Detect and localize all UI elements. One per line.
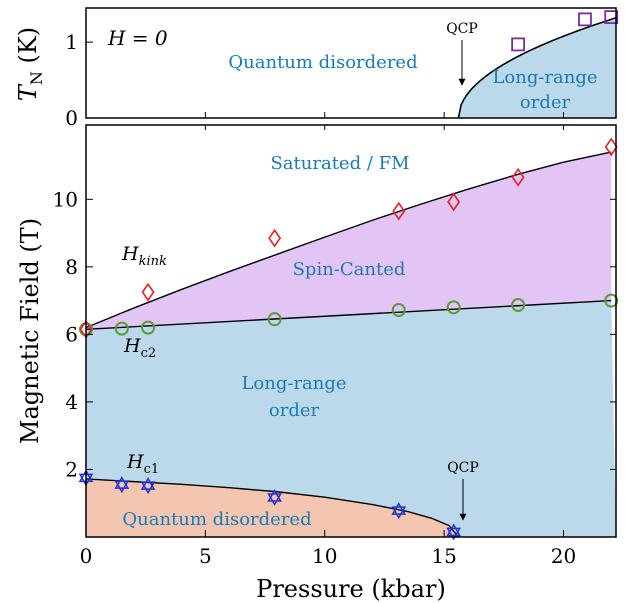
bottom-axes-frame <box>85 124 617 538</box>
hkink-curve <box>86 151 612 329</box>
hc2-point-4 <box>391 303 406 318</box>
hkink-point-3 <box>392 201 406 221</box>
top-ytick-label-1: 1 <box>65 30 78 54</box>
hkink-point-1 <box>141 282 155 302</box>
top-axes-frame <box>85 7 617 119</box>
hc2-point-5 <box>446 300 461 315</box>
hc1-point-5 <box>446 523 462 541</box>
x-axis-label: Pressure (kbar) <box>256 575 446 603</box>
top-panel: 01 H = 0 Quantum disordered Long-range o… <box>14 7 619 130</box>
hc1-point-3 <box>267 488 282 506</box>
y-axis-label: Magnetic Field (T) <box>16 218 44 444</box>
tn-point-0 <box>511 37 526 52</box>
hkink-point-5 <box>511 167 525 187</box>
hkink-point-6 <box>604 137 618 157</box>
long-range-order-region <box>86 300 616 537</box>
top-boundary-curve <box>457 17 616 118</box>
hc2-point-6 <box>511 297 526 312</box>
bottom-panel: 0 5 10 15 20 2 4 6 8 10 Saturated / FM Spin-Cante… <box>16 124 619 603</box>
phase-regions <box>86 125 616 537</box>
hc1-point-4 <box>391 502 407 520</box>
ytick-label-4: 4 <box>65 390 78 414</box>
region-canted-label: Spin-Canted <box>293 259 406 280</box>
top-region-ordered-label-1: Long-range <box>492 67 597 88</box>
top-ticks: 01 <box>65 30 564 130</box>
hc1-point-2 <box>140 477 156 495</box>
region-saturated-label: Saturated / FM <box>270 153 409 174</box>
top-data-points <box>511 10 619 52</box>
xtick-label-15: 15 <box>431 544 456 568</box>
spin-canted-region <box>86 152 612 330</box>
tn-point-2 <box>604 10 619 25</box>
top-y-axis-label: TN (K) <box>14 27 46 101</box>
ytick-label-6: 6 <box>65 322 78 346</box>
hc1-curve <box>86 478 459 537</box>
hc2-point-2 <box>141 320 156 335</box>
top-region-ordered-label-2: order <box>520 92 571 113</box>
top-region-disordered-label: Quantum disordered <box>228 52 417 73</box>
xtick-label-20: 20 <box>551 544 576 568</box>
hkink-curve-label: Hkink <box>121 243 167 269</box>
top-ytick-label-0: 0 <box>65 106 78 130</box>
saturated-region <box>86 125 616 328</box>
ytick-label-8: 8 <box>65 255 78 279</box>
hkink-point-2 <box>268 228 282 248</box>
top-qcp-label: QCP <box>446 21 478 37</box>
top-tn-curve <box>457 17 616 118</box>
hc2-point-7 <box>604 293 619 308</box>
ytick-label-10: 10 <box>53 187 78 211</box>
tn-point-1 <box>578 12 592 27</box>
bottom-qcp-label: QCP <box>447 460 479 476</box>
region-disordered-label: Quantum disordered <box>122 509 311 530</box>
hc2-point-1 <box>114 321 129 336</box>
top-ordered-fill <box>458 17 616 118</box>
quantum-disordered-region <box>86 478 459 537</box>
top-field-label: H = 0 <box>107 26 168 50</box>
bottom-data-points <box>78 137 619 541</box>
long-range-order-region-top <box>458 17 616 118</box>
xtick-label-10: 10 <box>312 544 337 568</box>
hc2-curve-label: Hc2 <box>123 335 156 361</box>
hc1-point-1 <box>114 476 130 494</box>
ytick-label-2: 2 <box>65 457 78 481</box>
hc2-point-3 <box>267 312 282 327</box>
hc1-curve-label: Hc1 <box>126 451 159 477</box>
xtick-label-0: 0 <box>80 544 93 568</box>
hkink-point-4 <box>447 192 461 212</box>
bottom-ticks: 0 5 10 15 20 2 4 6 8 10 <box>53 125 616 568</box>
region-ordered-label-2: order <box>269 400 320 421</box>
xtick-label-5: 5 <box>199 544 212 568</box>
region-ordered-label-1: Long-range <box>241 373 346 394</box>
